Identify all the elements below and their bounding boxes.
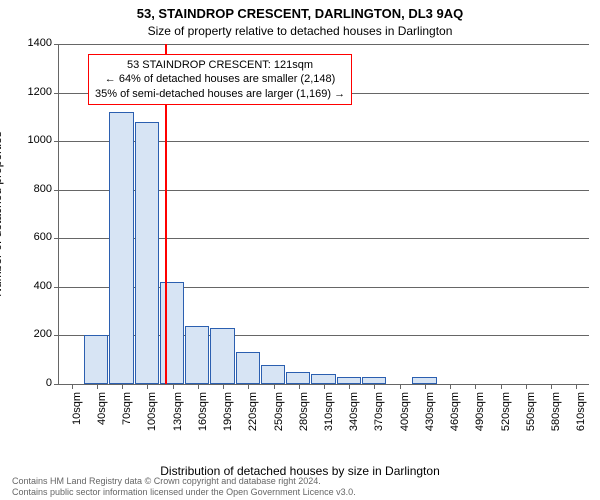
x-tick-mark [501, 384, 502, 389]
x-tick-mark [173, 384, 174, 389]
histogram-bar [261, 365, 285, 384]
x-tick-mark [324, 384, 325, 389]
chart-container: 53, STAINDROP CRESCENT, DARLINGTON, DL3 … [0, 0, 600, 500]
footer-line-2: Contains public sector information licen… [12, 487, 356, 498]
x-tick-label: 70sqm [121, 392, 133, 442]
y-tick-mark [54, 44, 59, 45]
y-tick-label: 1400 [0, 37, 52, 49]
x-tick-mark [349, 384, 350, 389]
histogram-bar [84, 335, 108, 384]
histogram-bar [286, 372, 310, 384]
histogram-bar [412, 377, 436, 384]
x-tick-label: 310sqm [323, 392, 335, 442]
x-tick-label: 10sqm [71, 392, 83, 442]
y-tick-label: 0 [0, 377, 52, 389]
x-tick-label: 580sqm [550, 392, 562, 442]
chart-title-secondary: Size of property relative to detached ho… [0, 24, 600, 38]
x-tick-label: 430sqm [424, 392, 436, 442]
x-tick-label: 220sqm [247, 392, 259, 442]
histogram-bar [185, 326, 209, 384]
x-tick-label: 160sqm [197, 392, 209, 442]
y-tick-mark [54, 190, 59, 191]
y-tick-label: 1200 [0, 86, 52, 98]
histogram-bar [109, 112, 133, 384]
x-tick-mark [248, 384, 249, 389]
x-tick-mark [122, 384, 123, 389]
x-tick-mark [147, 384, 148, 389]
x-tick-mark [97, 384, 98, 389]
footer-line-1: Contains HM Land Registry data © Crown c… [12, 476, 356, 487]
histogram-bar [135, 122, 159, 384]
x-tick-mark [576, 384, 577, 389]
legend-line-1: 53 STAINDROP CRESCENT: 121sqm [95, 58, 345, 72]
x-tick-label: 40sqm [96, 392, 108, 442]
x-tick-label: 370sqm [373, 392, 385, 442]
y-tick-label: 600 [0, 231, 52, 243]
legend-line-3: 35% of semi-detached houses are larger (… [95, 87, 345, 101]
x-tick-mark [198, 384, 199, 389]
x-tick-label: 490sqm [474, 392, 486, 442]
y-tick-label: 200 [0, 328, 52, 340]
x-tick-mark [223, 384, 224, 389]
y-tick-mark [54, 335, 59, 336]
x-tick-mark [475, 384, 476, 389]
chart-title-primary: 53, STAINDROP CRESCENT, DARLINGTON, DL3 … [0, 6, 600, 21]
x-tick-mark [551, 384, 552, 389]
x-tick-label: 280sqm [298, 392, 310, 442]
y-tick-mark [54, 384, 59, 385]
x-tick-label: 520sqm [500, 392, 512, 442]
histogram-bar [236, 352, 260, 384]
x-tick-mark [374, 384, 375, 389]
x-tick-label: 100sqm [146, 392, 158, 442]
y-axis-label: Number of detached properties [0, 131, 4, 296]
y-tick-label: 400 [0, 280, 52, 292]
y-tick-mark [54, 93, 59, 94]
x-tick-label: 190sqm [222, 392, 234, 442]
x-tick-mark [72, 384, 73, 389]
x-tick-label: 250sqm [273, 392, 285, 442]
x-tick-label: 550sqm [525, 392, 537, 442]
x-tick-mark [526, 384, 527, 389]
x-tick-mark [299, 384, 300, 389]
x-tick-mark [400, 384, 401, 389]
x-tick-mark [450, 384, 451, 389]
y-tick-label: 800 [0, 183, 52, 195]
x-tick-label: 340sqm [348, 392, 360, 442]
y-tick-mark [54, 141, 59, 142]
histogram-bar [337, 377, 361, 384]
gridline [59, 44, 589, 45]
legend-box: 53 STAINDROP CRESCENT: 121sqm← 64% of de… [88, 54, 352, 105]
legend-line-2: ← 64% of detached houses are smaller (2,… [95, 72, 345, 86]
y-tick-mark [54, 238, 59, 239]
y-tick-label: 1000 [0, 134, 52, 146]
x-tick-mark [274, 384, 275, 389]
histogram-bar [210, 328, 234, 384]
x-tick-label: 610sqm [575, 392, 587, 442]
x-tick-label: 460sqm [449, 392, 461, 442]
x-tick-label: 130sqm [172, 392, 184, 442]
x-tick-mark [425, 384, 426, 389]
histogram-bar [160, 282, 184, 384]
y-tick-mark [54, 287, 59, 288]
x-tick-label: 400sqm [399, 392, 411, 442]
histogram-bar [362, 377, 386, 384]
histogram-bar [311, 374, 335, 384]
footer-attribution: Contains HM Land Registry data © Crown c… [12, 476, 356, 498]
